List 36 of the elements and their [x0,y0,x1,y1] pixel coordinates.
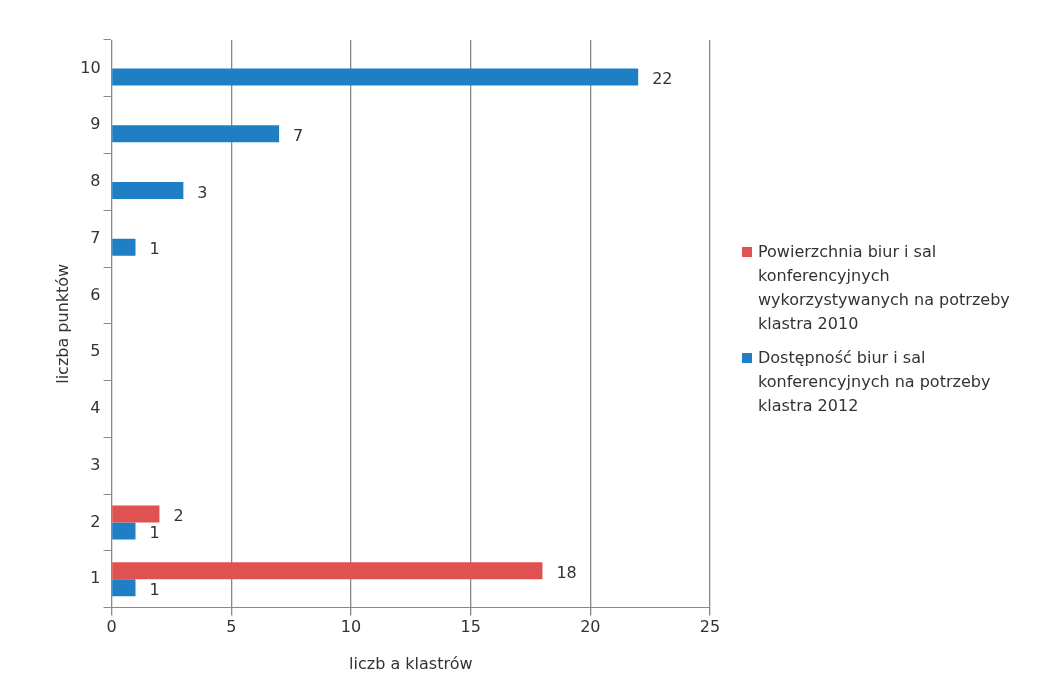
data-label: 2 [173,506,184,526]
x-tick-label: 25 [699,617,721,637]
legend-label: Powierzchnia biur i sal konferencyjnych wykorzystywanych na potrzeby klastra 2010 [758,241,1011,335]
x-tick-label: 15 [460,617,481,637]
x-tick-label: 0 [106,617,117,637]
y-tick-label: 9 [90,114,101,134]
data-label: 1 [149,579,160,599]
y-tick-label: 6 [90,284,101,304]
bar [112,505,160,523]
data-label: 1 [149,523,160,543]
data-label: 1 [149,239,160,259]
x-tick-label: 5 [226,617,237,637]
x-tick-label: 20 [580,617,601,637]
data-label: 18 [556,562,577,582]
data-label: 7 [293,125,304,145]
y-tick-label: 1 [90,568,101,588]
bar [112,181,184,199]
y-tick-label: 2 [90,511,101,531]
data-label: 3 [197,182,208,202]
y-tick-label: 4 [90,398,101,418]
y-tick-label: 7 [90,227,101,247]
x-tick-label: 10 [340,617,362,637]
y-tick-label: 8 [90,171,101,191]
y-axis-title: liczba punktów [52,263,72,384]
legend-label: Dostępność biur i sal konferencyjnych na potrzeby klastra 2012 [758,347,992,417]
y-tick-label: 3 [90,454,101,474]
bar [112,68,639,86]
data-label: 22 [652,69,673,89]
bar [112,238,136,256]
bar [112,125,280,143]
bar [112,562,543,580]
y-tick-label: 10 [80,57,101,77]
bar [112,579,136,597]
bar [112,522,136,540]
y-tick-label: 5 [90,341,101,361]
x-axis-title: liczb a klastrów [349,653,473,673]
